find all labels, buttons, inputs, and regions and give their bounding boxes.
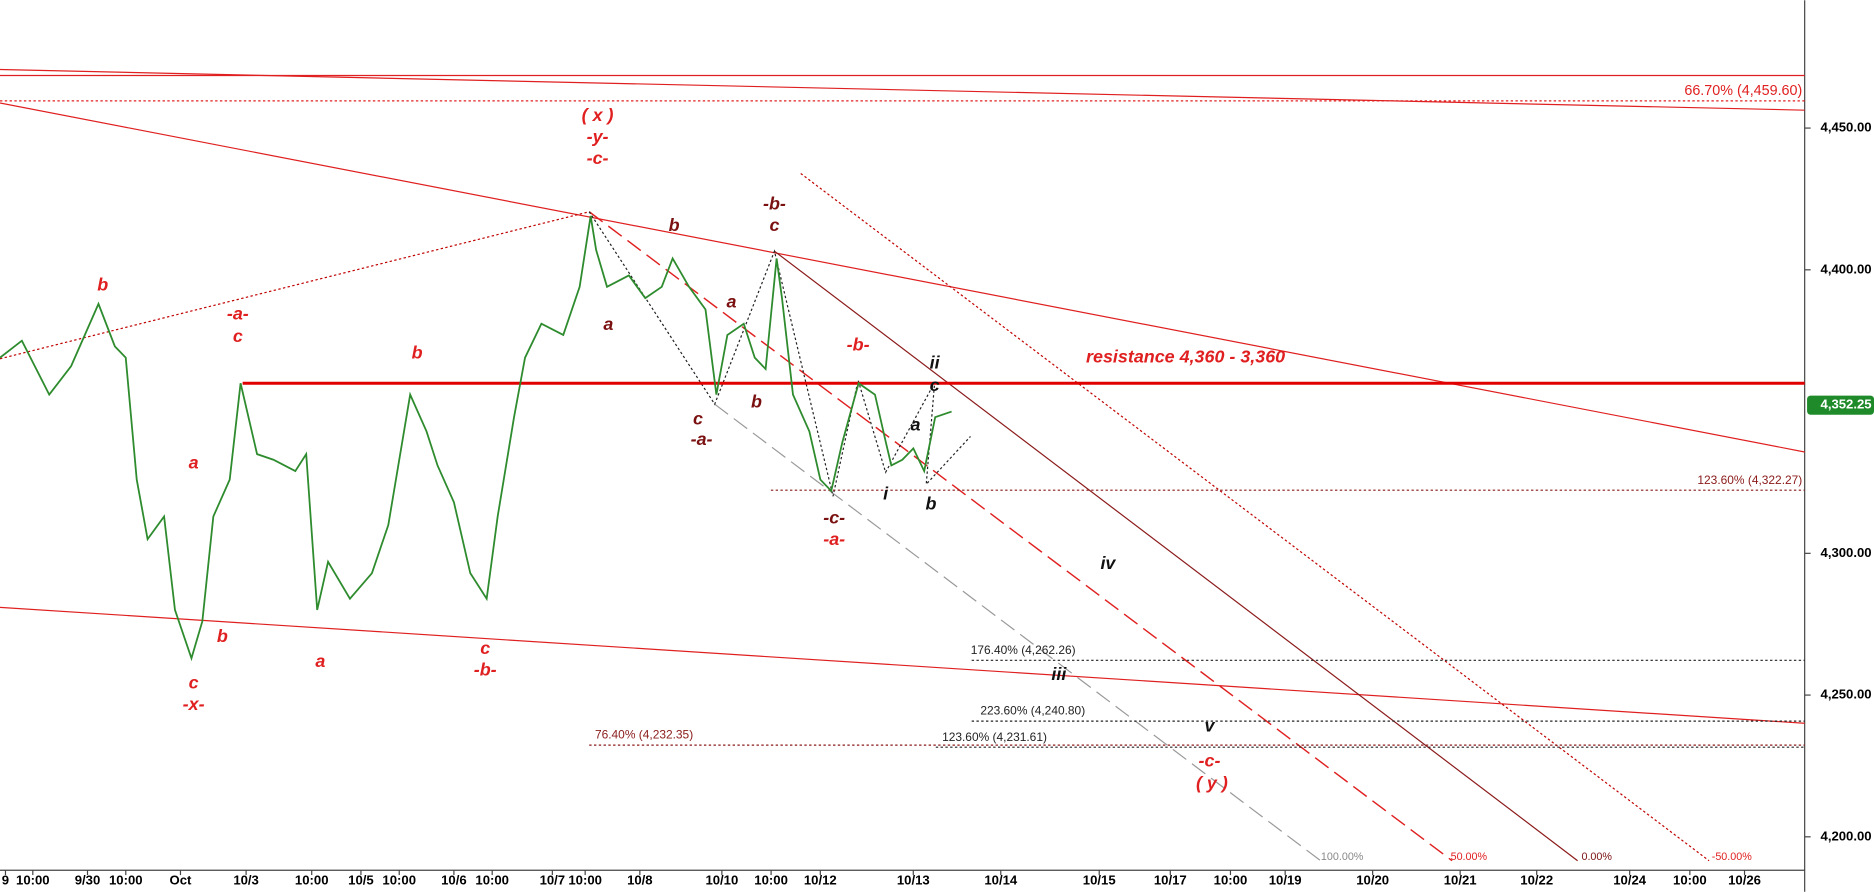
trend-line: [0, 102, 1805, 453]
channel-label: -50.00%: [1712, 851, 1752, 863]
wave-label: ii: [930, 352, 941, 372]
trend-line: [0, 606, 1805, 724]
x-tick-label: 10/21: [1444, 873, 1477, 888]
wave-label: -c-: [1199, 750, 1221, 770]
resistance-label: resistance 4,360 - 3,360: [1086, 346, 1285, 366]
x-tick-label: 10/6: [441, 873, 467, 888]
level-label: 66.70% (4,459.60): [1684, 83, 1802, 99]
x-tick-label: 10:00: [1673, 873, 1707, 888]
level-label: 223.60% (4,240.80): [980, 704, 1085, 718]
x-tick-label: 10/10: [705, 873, 738, 888]
wave-label: c: [769, 215, 779, 235]
x-tick-label: 10/17: [1154, 873, 1187, 888]
x-tick-label: 10/15: [1083, 873, 1116, 888]
x-tick-label: 10/13: [897, 873, 930, 888]
wave-label: -a-: [691, 429, 713, 449]
wave-label: iii: [1051, 664, 1067, 684]
x-tick-label: 10:00: [1214, 873, 1248, 888]
channel-line: [774, 250, 1578, 862]
wave-label: b: [412, 343, 423, 363]
x-tick-label: 10/26: [1728, 873, 1761, 888]
x-tick-label: 9: [2, 873, 9, 888]
wave-label: c: [930, 375, 940, 395]
wave-label: c: [233, 326, 243, 346]
trend-line: [0, 68, 1805, 111]
wave-label: a: [911, 414, 921, 434]
wave-label: b: [217, 626, 228, 646]
level-label: 123.60% (4,322.27): [1697, 473, 1802, 487]
x-tick-label: 10/24: [1613, 873, 1647, 888]
channel-line: [800, 173, 1710, 862]
wave-label: b: [97, 275, 108, 295]
price-line: [0, 215, 952, 662]
wave-label: -y-: [587, 126, 609, 146]
wave-label: v: [1205, 716, 1216, 736]
wave-label: ( x ): [582, 105, 614, 125]
trend-line: [0, 211, 590, 360]
x-tick-label: 10/22: [1520, 873, 1553, 888]
y-tick-label: 4,400.00: [1821, 261, 1872, 276]
level-label: 76.40% (4,232.35): [595, 728, 693, 742]
channel-label: 0.00%: [1581, 851, 1612, 863]
wave-label: b: [669, 215, 680, 235]
x-tick-label: Oct: [170, 873, 193, 888]
last-price-label: 4,352.25: [1821, 397, 1872, 412]
x-tick-label: 10/8: [627, 873, 653, 888]
channel-label: 100.00%: [1321, 851, 1364, 863]
wave-label: a: [189, 453, 199, 473]
wave-label: -b-: [474, 659, 497, 679]
x-tick-label: 9/30: [75, 873, 101, 888]
x-tick-label: 10/20: [1356, 873, 1389, 888]
wave-label: ( y ): [1196, 773, 1228, 793]
x-tick-label: 10:00: [295, 873, 329, 888]
wave-label: -c-: [587, 148, 609, 168]
channel-line: [714, 403, 1322, 862]
last-price-box: [1807, 395, 1874, 415]
x-tick-label: 10/5: [348, 873, 374, 888]
x-tick-label: 10/14: [984, 873, 1018, 888]
level-label: 176.40% (4,262.26): [971, 643, 1076, 657]
x-tick-label: 10:00: [568, 873, 602, 888]
wave-label: b: [926, 493, 937, 513]
x-tick-label: 10/19: [1269, 873, 1302, 888]
wave-label: -c-: [823, 508, 845, 528]
wave-label: c: [189, 673, 199, 693]
x-tick-label: 10:00: [109, 873, 143, 888]
wave-label: a: [315, 651, 325, 671]
wave-label: c: [693, 408, 703, 428]
y-tick-label: 4,250.00: [1821, 687, 1872, 702]
x-tick-label: 10:00: [754, 873, 788, 888]
level-label: 123.60% (4,231.61): [942, 730, 1047, 744]
y-tick-label: 4,450.00: [1821, 120, 1872, 135]
channel-label: 50.00%: [1451, 851, 1488, 863]
wave-label: a: [726, 291, 736, 311]
wave-label: b: [751, 392, 762, 412]
wave-label: i: [883, 484, 889, 504]
wave-label: -x-: [183, 694, 205, 714]
x-tick-label: 10:00: [382, 873, 416, 888]
wave-label: c: [480, 638, 490, 658]
wave-label: a: [603, 314, 613, 334]
channel-line: [588, 211, 1453, 862]
x-tick-label: 10:00: [16, 873, 50, 888]
y-tick-label: 4,200.00: [1821, 828, 1872, 843]
x-tick-label: 10/7: [540, 873, 566, 888]
wave-label: -b-: [847, 334, 870, 354]
x-tick-label: 10/3: [233, 873, 259, 888]
wave-label: -a-: [823, 529, 845, 549]
y-tick-label: 4,300.00: [1821, 545, 1872, 560]
x-tick-label: 10:00: [475, 873, 509, 888]
wave-label: -a-: [227, 303, 249, 323]
x-tick-label: 10/12: [804, 873, 837, 888]
wave-label: -b-: [763, 193, 786, 213]
wave-label: iv: [1100, 553, 1116, 573]
trend-lines: [0, 68, 1805, 862]
